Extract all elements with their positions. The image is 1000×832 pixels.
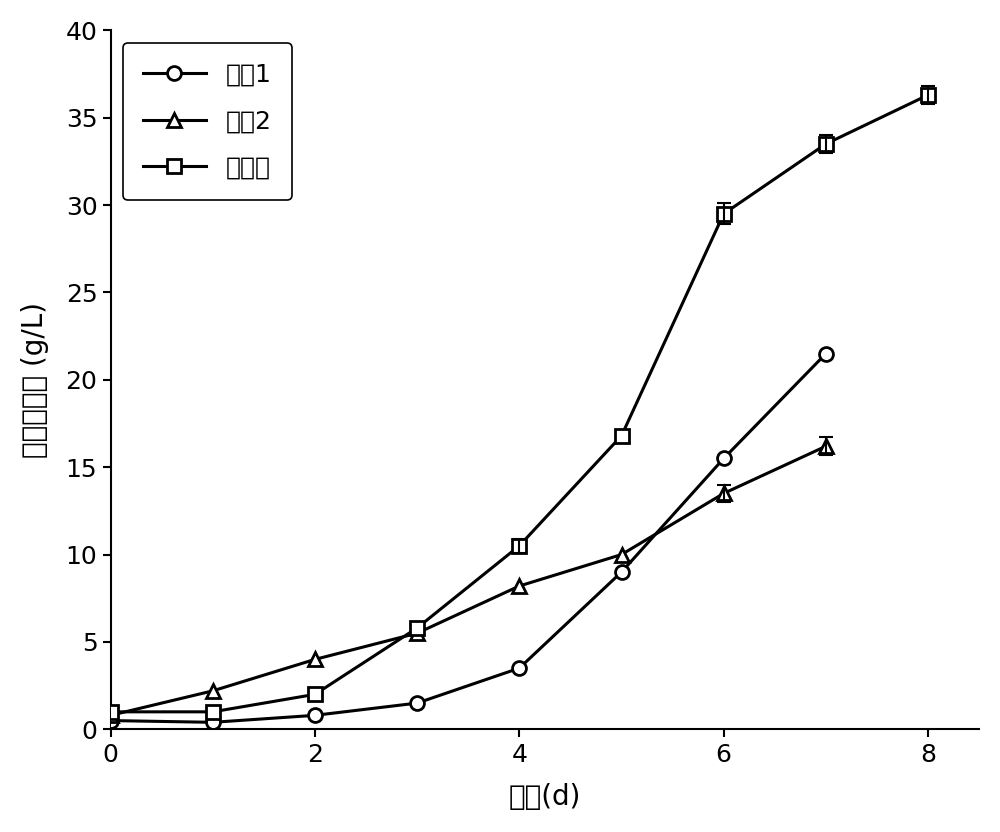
对照2 — [207, 686, 219, 696]
实验组 — [105, 707, 117, 717]
对照2 — [616, 550, 628, 560]
实验组 — [616, 431, 628, 441]
Y-axis label: 生物量浓度 (g/L): 生物量浓度 (g/L) — [21, 302, 49, 458]
实验组 — [411, 623, 423, 633]
对照2 — [309, 655, 321, 665]
Line: 实验组: 实验组 — [104, 88, 935, 719]
对照1 — [616, 567, 628, 577]
对照2 — [820, 441, 832, 451]
X-axis label: 时间(d): 时间(d) — [509, 783, 581, 811]
实验组 — [718, 209, 730, 219]
对照1 — [411, 698, 423, 708]
实验组 — [309, 690, 321, 700]
对照2 — [105, 711, 117, 721]
对照1 — [718, 453, 730, 463]
实验组 — [207, 707, 219, 717]
对照2 — [513, 581, 525, 591]
实验组 — [513, 541, 525, 551]
Legend: 对照1, 对照2, 实验组: 对照1, 对照2, 实验组 — [123, 42, 292, 200]
对照1 — [105, 716, 117, 726]
对照2 — [718, 488, 730, 498]
对照2 — [411, 628, 423, 638]
对照1 — [820, 349, 832, 359]
对照1 — [513, 663, 525, 673]
对照1 — [207, 717, 219, 727]
Line: 对照2: 对照2 — [104, 439, 833, 722]
实验组 — [820, 139, 832, 149]
实验组 — [922, 90, 934, 100]
对照1 — [309, 711, 321, 721]
Line: 对照1: 对照1 — [104, 347, 833, 730]
